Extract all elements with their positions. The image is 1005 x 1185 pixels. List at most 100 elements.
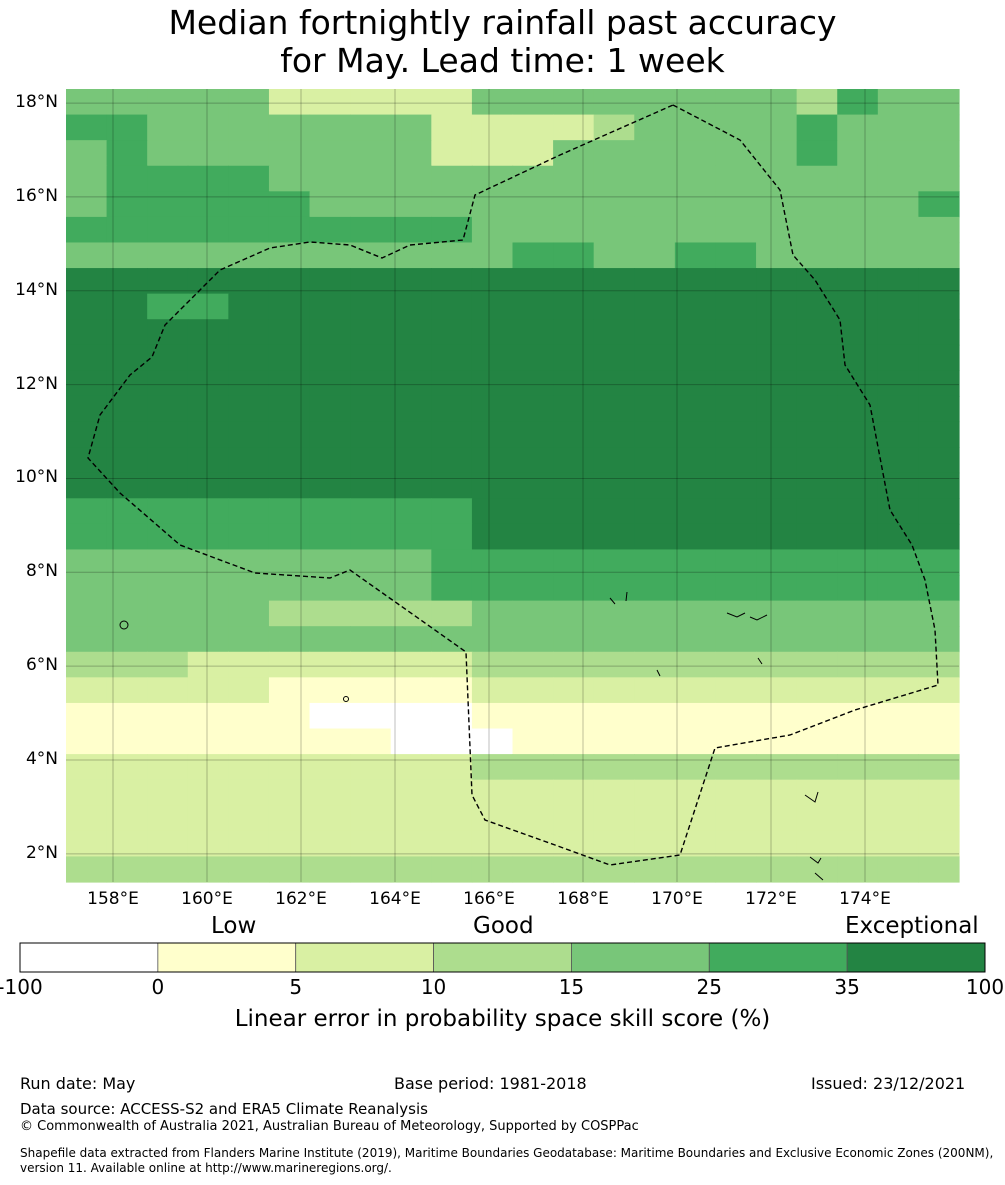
skill-cell (187, 370, 229, 397)
skill-grid-cells (66, 89, 960, 883)
skill-cell (471, 191, 514, 218)
base-period: Base period: 1981-2018 (394, 1074, 587, 1093)
skill-cell (634, 498, 676, 525)
skill-cell (877, 702, 920, 730)
skill-cell (512, 600, 554, 627)
skill-cell (66, 626, 108, 653)
shapefile-credit: Shapefile data extracted from Flanders M… (20, 1146, 994, 1175)
skill-cell (228, 523, 270, 551)
longitude-label: 164°E (369, 889, 421, 909)
skill-cell (796, 293, 838, 320)
skill-cell (553, 89, 595, 116)
longitude-label: 158°E (87, 889, 139, 909)
skill-cell (66, 830, 108, 858)
skill-cell (187, 805, 229, 832)
skill-cell (634, 344, 676, 371)
skill-cell (756, 728, 798, 755)
skill-cell (553, 114, 595, 141)
skill-cell (674, 140, 717, 167)
skill-cell (390, 319, 432, 346)
skill-cell (187, 575, 229, 602)
skill-cell (66, 856, 108, 883)
skill-cell (106, 191, 148, 218)
skill-cell (756, 600, 798, 627)
skill-cell (309, 165, 351, 192)
skill-cell (431, 600, 473, 627)
skill-cell (796, 600, 838, 627)
skill-cell (350, 651, 392, 678)
skill-cell (877, 754, 920, 781)
skill-cell (715, 677, 757, 704)
skill-cell (593, 677, 635, 704)
skill-cell (309, 114, 351, 141)
skill-cell (553, 856, 595, 883)
skill-cell (390, 140, 432, 167)
skill-cell (674, 728, 717, 755)
skill-cell (715, 268, 757, 295)
skill-cell (268, 702, 311, 730)
skill-cell (268, 523, 311, 551)
skill-cell (512, 268, 554, 295)
skill-cell (309, 677, 351, 704)
colorbar-tick-label: 10 (420, 975, 447, 999)
skill-cell (431, 421, 473, 448)
skill-cell (350, 293, 392, 320)
skill-cell (756, 677, 798, 704)
skill-cell (106, 447, 148, 474)
skill-cell (593, 293, 635, 320)
skill-cell (634, 421, 676, 448)
skill-cell (228, 651, 270, 678)
skill-cell (553, 498, 595, 525)
skill-cell (512, 856, 554, 883)
skill-cell (918, 242, 960, 269)
skill-cell (877, 242, 920, 269)
skill-cell (593, 140, 635, 167)
skill-cell (147, 344, 189, 371)
skill-cell (187, 856, 229, 883)
skill-cell (674, 856, 717, 883)
skill-cell (715, 626, 757, 653)
skill-cell (228, 114, 270, 141)
skill-cell (674, 472, 717, 499)
skill-cell (796, 754, 838, 781)
skill-cell (634, 856, 676, 883)
skill-cell (350, 472, 392, 499)
skill-cell (350, 242, 392, 269)
legend-word-exceptional: Exceptional (845, 913, 979, 939)
skill-cell (837, 498, 879, 525)
skill-cell (918, 677, 960, 704)
skill-cell (512, 702, 554, 730)
skill-cell (674, 191, 717, 218)
skill-cell (147, 268, 189, 295)
skill-cell (268, 268, 311, 295)
skill-cell (147, 626, 189, 653)
latitude-label: 4°N (25, 749, 58, 769)
skill-cell (187, 523, 229, 551)
skill-cell (512, 242, 554, 269)
skill-cell (390, 89, 432, 116)
skill-cell (471, 395, 514, 423)
skill-cell (593, 805, 635, 832)
skill-cell (431, 805, 473, 832)
skill-cell (106, 856, 148, 883)
skill-cell (106, 242, 148, 269)
skill-cell (837, 191, 879, 218)
skill-cell (268, 421, 311, 448)
skill-cell (350, 370, 392, 397)
skill-cell (431, 728, 473, 755)
skill-cell (756, 856, 798, 883)
colorbar-segment (846, 942, 986, 973)
skill-cell (512, 216, 554, 244)
skill-cell (715, 523, 757, 551)
skill-cell (390, 549, 432, 576)
skill-cell (756, 754, 798, 781)
skill-cell (350, 805, 392, 832)
skill-cell (147, 216, 189, 244)
skill-cell (431, 523, 473, 551)
skill-cell (390, 856, 432, 883)
skill-cell (471, 754, 514, 781)
skill-cell (674, 805, 717, 832)
skill-cell (512, 114, 554, 141)
skill-cell (553, 395, 595, 423)
skill-cell (268, 293, 311, 320)
